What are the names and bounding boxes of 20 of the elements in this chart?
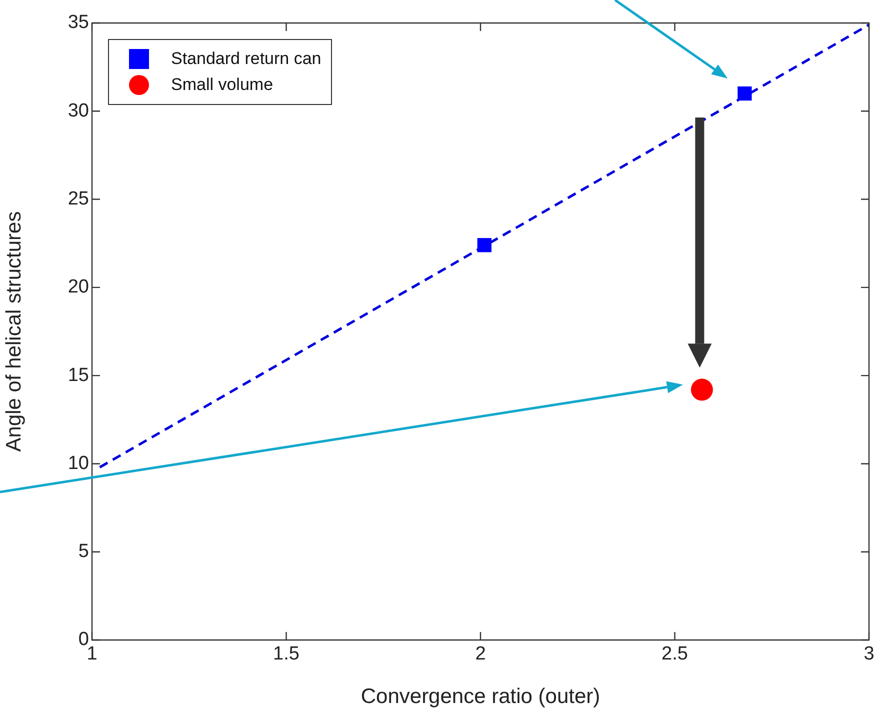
point: [738, 86, 752, 101]
legend-label: Small volume: [171, 75, 274, 95]
x-axis-title: Convergence ratio (outer): [360, 685, 600, 708]
x-tick-label: 1.5: [273, 644, 300, 665]
point: [477, 238, 492, 252]
x-tick-label: 3: [864, 644, 874, 665]
x-tick-label: 2: [475, 644, 486, 665]
y-tick-label: 15: [68, 364, 89, 386]
y-tick-label: 30: [68, 100, 89, 122]
y-tick-label: 0: [78, 629, 89, 650]
y-tick-label: 10: [68, 452, 89, 474]
y-tick-label: 25: [68, 188, 89, 210]
x-tick-label: 2.5: [662, 644, 688, 665]
y-tick-label: 35: [68, 12, 89, 34]
x-tick-label: 1: [86, 644, 98, 665]
y-tick-label: 20: [68, 276, 89, 298]
legend-label: Standard return can: [171, 49, 322, 69]
y-axis-title: Angle of helical structures: [2, 211, 26, 452]
point: [690, 378, 713, 401]
y-tick-label: 5: [78, 541, 89, 562]
